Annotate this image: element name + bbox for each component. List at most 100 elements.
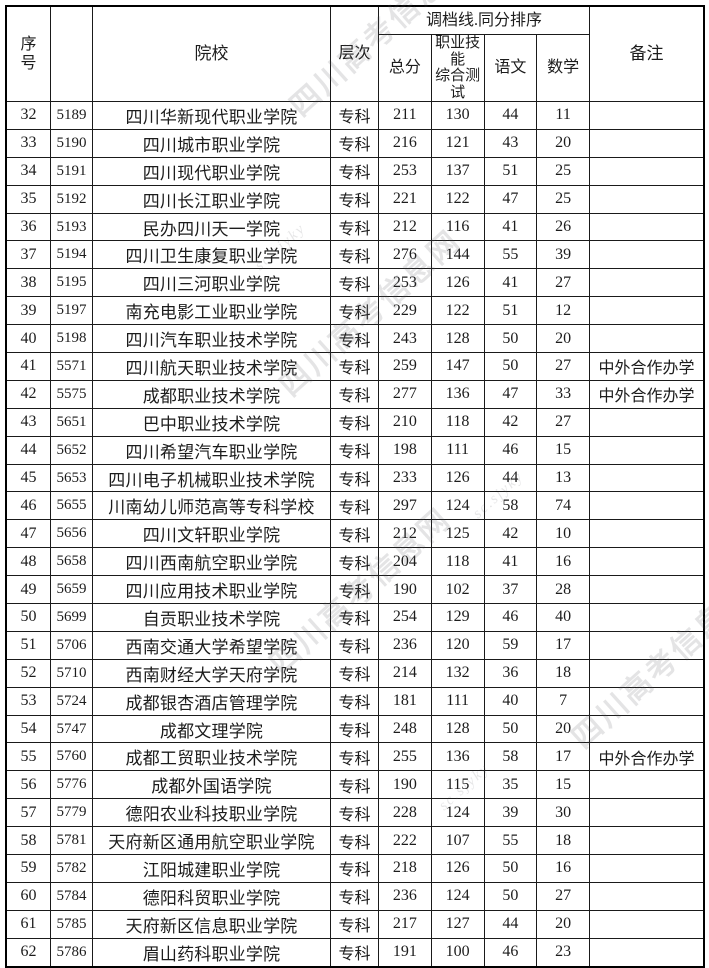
cell-total: 214 — [378, 658, 432, 688]
cell-school: 西南财经大学天府学院 — [92, 658, 331, 688]
cell-chinese: 46 — [483, 937, 538, 968]
cell-total: 198 — [378, 435, 432, 465]
cell-chinese: 47 — [483, 379, 538, 409]
cell-level: 专科 — [330, 575, 379, 605]
cell-seq: 45 — [5, 463, 51, 493]
cell-skill: 122 — [430, 184, 485, 214]
cell-total: 277 — [378, 379, 432, 409]
cell-math: 18 — [536, 658, 590, 688]
cell-school: 西南交通大学希望学院 — [92, 630, 331, 660]
cell-level: 专科 — [330, 630, 379, 660]
cell-total: 248 — [378, 714, 432, 744]
table-row: 46 5655 川南幼儿师范高等专科学校 专科 297 124 58 74 — [5, 491, 705, 521]
cell-remark — [589, 184, 705, 214]
cell-level: 专科 — [330, 658, 379, 688]
cell-chinese: 46 — [483, 435, 538, 465]
cell-code: 5706 — [50, 630, 93, 660]
cell-code: 5782 — [50, 854, 93, 883]
cell-level: 专科 — [330, 714, 379, 744]
cell-skill: 126 — [430, 268, 485, 298]
cell-seq: 49 — [5, 575, 51, 605]
cell-skill: 122 — [430, 296, 485, 326]
column-header-skill-test-line1: 职业技能 — [435, 35, 481, 68]
cell-level: 专科 — [330, 240, 379, 270]
table-header: 序号 院校 层次 调档线.同分排序 备注 总分 职业技能 综合测试 语文 数学 — [5, 5, 705, 102]
cell-seq: 42 — [5, 379, 51, 409]
cell-chinese: 55 — [483, 826, 538, 856]
cell-remark: 中外合作办学 — [589, 352, 705, 381]
cell-skill: 124 — [430, 881, 485, 911]
cell-chinese: 43 — [483, 128, 538, 158]
cell-chinese: 44 — [483, 101, 538, 130]
cell-chinese: 39 — [483, 798, 538, 828]
cell-skill: 128 — [430, 324, 485, 354]
cell-code: 5699 — [50, 603, 93, 632]
cell-level: 专科 — [330, 854, 379, 883]
cell-seq: 60 — [5, 881, 51, 911]
cell-code: 5575 — [50, 379, 93, 409]
cell-remark — [589, 770, 705, 800]
cell-chinese: 51 — [483, 156, 538, 186]
cell-math: 16 — [536, 854, 590, 883]
cell-level: 专科 — [330, 407, 379, 437]
table-row: 49 5659 四川应用技术职业学院 专科 190 102 37 28 — [5, 575, 705, 605]
table-row: 40 5198 四川汽车职业技术学院 专科 243 128 50 20 — [5, 324, 705, 354]
table-row: 62 5786 眉山药科职业学院 专科 191 100 46 23 — [5, 937, 705, 968]
table-row: 47 5656 四川文轩职业学院 专科 212 125 42 10 — [5, 519, 705, 549]
cell-skill: 132 — [430, 658, 485, 688]
cell-remark — [589, 798, 705, 828]
cell-level: 专科 — [330, 156, 379, 186]
cell-math: 13 — [536, 463, 590, 493]
cell-skill: 111 — [430, 435, 485, 465]
cell-seq: 39 — [5, 296, 51, 326]
cell-skill: 118 — [430, 407, 485, 437]
cell-school: 四川卫生康复职业学院 — [92, 240, 331, 270]
cell-skill: 102 — [430, 575, 485, 605]
column-header-school: 院校 — [92, 5, 331, 102]
column-header-skill-test-line2: 综合测试 — [435, 68, 481, 101]
cell-math: 16 — [536, 547, 590, 577]
table-row: 33 5190 四川城市职业学院 专科 216 121 43 20 — [5, 128, 705, 158]
cell-total: 211 — [378, 101, 432, 130]
admission-score-table: 序号 院校 层次 调档线.同分排序 备注 总分 职业技能 综合测试 语文 数学 … — [5, 5, 705, 968]
cell-chinese: 42 — [483, 519, 538, 549]
cell-seq: 55 — [5, 742, 51, 772]
cell-chinese: 50 — [483, 854, 538, 883]
cell-school: 天府新区信息职业学院 — [92, 909, 331, 939]
cell-math: 25 — [536, 184, 590, 214]
cell-chinese: 40 — [483, 686, 538, 716]
cell-school: 德阳农业科技职业学院 — [92, 798, 331, 828]
cell-seq: 57 — [5, 798, 51, 828]
cell-school: 四川希望汽车职业学院 — [92, 435, 331, 465]
cell-seq: 50 — [5, 603, 51, 632]
cell-level: 专科 — [330, 296, 379, 326]
cell-math: 39 — [536, 240, 590, 270]
cell-math: 20 — [536, 909, 590, 939]
cell-level: 专科 — [330, 937, 379, 968]
cell-chinese: 50 — [483, 324, 538, 354]
column-header-remark: 备注 — [589, 5, 705, 102]
cell-chinese: 44 — [483, 463, 538, 493]
cell-remark — [589, 826, 705, 856]
cell-skill: 118 — [430, 547, 485, 577]
cell-code: 5781 — [50, 826, 93, 856]
cell-skill: 136 — [430, 379, 485, 409]
cell-chinese: 58 — [483, 491, 538, 521]
table-row: 32 5189 四川华新现代职业学院 专科 211 130 44 11 — [5, 101, 705, 130]
cell-math: 7 — [536, 686, 590, 716]
cell-seq: 47 — [5, 519, 51, 549]
cell-level: 专科 — [330, 519, 379, 549]
cell-total: 236 — [378, 630, 432, 660]
cell-math: 27 — [536, 881, 590, 911]
column-header-math: 数学 — [536, 34, 590, 102]
cell-skill: 115 — [430, 770, 485, 800]
cell-school: 四川西南航空职业学院 — [92, 547, 331, 577]
cell-code: 5656 — [50, 519, 93, 549]
cell-code: 5776 — [50, 770, 93, 800]
header-row-top: 序号 院校 层次 调档线.同分排序 备注 — [5, 5, 705, 102]
cell-total: 236 — [378, 881, 432, 911]
cell-total: 259 — [378, 352, 432, 381]
cell-chinese: 50 — [483, 714, 538, 744]
table-row: 41 5571 四川航天职业技术学院 专科 259 147 50 27 中外合作办学 — [5, 352, 705, 381]
cell-level: 专科 — [330, 770, 379, 800]
